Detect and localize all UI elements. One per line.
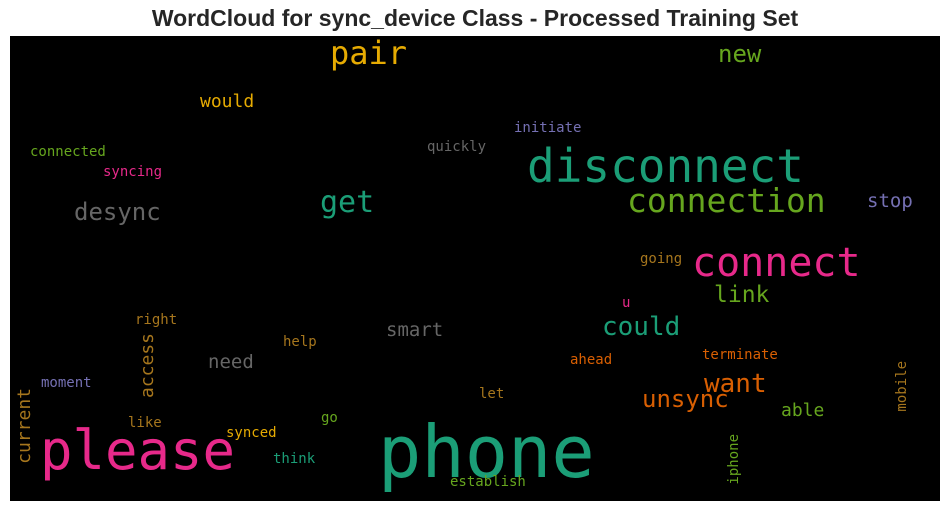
word-let: let	[479, 386, 504, 402]
word-access: access	[137, 333, 158, 398]
word-connection: connection	[627, 181, 826, 220]
word-need: need	[208, 351, 254, 373]
word-go: go	[321, 410, 338, 426]
chart-title: WordCloud for sync_device Class - Proces…	[151, 5, 799, 31]
word-connected: connected	[30, 144, 106, 160]
word-think: think	[273, 451, 316, 467]
word-quickly: quickly	[427, 139, 486, 155]
word-iphone: iphone	[726, 434, 742, 485]
word-ahead: ahead	[570, 352, 612, 368]
word-desync: desync	[74, 198, 161, 226]
word-u: u	[622, 295, 630, 311]
word-terminate: terminate	[702, 347, 778, 363]
word-right: right	[135, 312, 177, 328]
word-get: get	[320, 185, 374, 220]
word-moment: moment	[41, 375, 92, 391]
word-mobile: mobile	[894, 361, 910, 412]
word-phone: phone	[378, 410, 595, 494]
wordcloud-canvas: phone please disconnect connect connection pa…	[10, 34, 940, 501]
word-initiate: initiate	[514, 120, 581, 136]
word-stop: stop	[867, 190, 913, 212]
word-could: could	[602, 312, 680, 342]
wordcloud-svg: phone please disconnect connect connection pa…	[14, 34, 913, 494]
word-would: would	[200, 91, 254, 112]
word-pair: pair	[330, 36, 407, 72]
word-smart: smart	[386, 319, 443, 341]
word-new: new	[718, 40, 762, 68]
word-help: help	[283, 334, 317, 350]
word-connect: connect	[692, 240, 861, 286]
word-synced: synced	[226, 425, 277, 441]
word-establish: establish	[450, 474, 526, 490]
word-current: current	[14, 388, 35, 464]
word-able: able	[781, 400, 824, 421]
word-going: going	[640, 251, 682, 267]
word-disconnect: disconnect	[527, 139, 804, 193]
word-syncing: syncing	[103, 164, 162, 180]
word-like: like	[128, 415, 162, 431]
word-want: want	[704, 369, 767, 399]
word-please: please	[40, 419, 235, 482]
word-link: link	[714, 282, 770, 308]
word-unsync: unsync	[642, 385, 729, 413]
